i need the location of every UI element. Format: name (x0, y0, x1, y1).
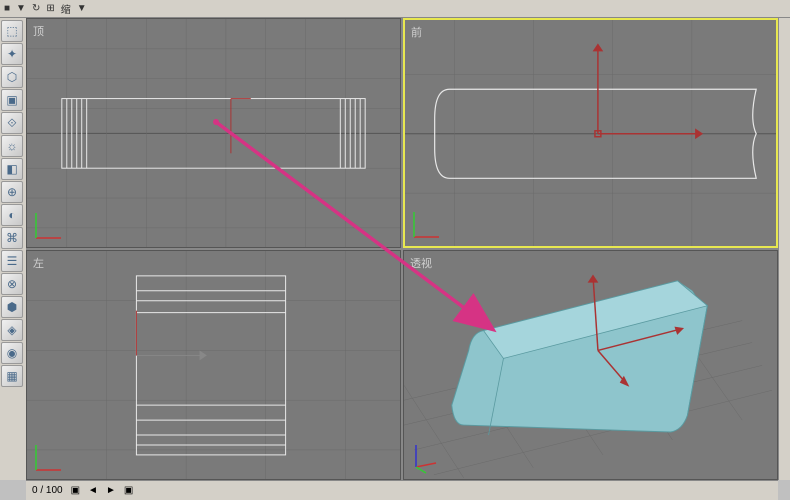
tool-helper-icon[interactable]: ⊕ (1, 181, 23, 203)
viewport-label: 前 (411, 24, 422, 40)
viewport-top[interactable]: 顶 (26, 18, 401, 248)
viewport-front[interactable]: 前 (403, 18, 778, 248)
nav-last-icon[interactable]: ▣ (124, 485, 133, 496)
nav-next-icon[interactable]: ► (106, 485, 116, 496)
axis-indicator-icon (31, 435, 71, 475)
tool-misc3-icon[interactable]: ⬢ (1, 296, 23, 318)
tool-move-icon[interactable]: ✦ (1, 43, 23, 65)
toolbar-item[interactable]: ■ (4, 3, 10, 14)
axis-indicator-icon (409, 202, 449, 242)
status-bar: 0 / 100 ▣ ◄ ► ▣ (26, 480, 778, 500)
tool-systems-icon[interactable]: ⌘ (1, 227, 23, 249)
toolbar-item[interactable]: ▼ (77, 3, 87, 14)
tool-select-icon[interactable]: ⬚ (1, 20, 23, 42)
tool-misc5-icon[interactable]: ◉ (1, 342, 23, 364)
tool-palette: ⬚ ✦ ⬡ ▣ ⟐ ☼ ◧ ⊕ ◐ ⌘ ☰ ⊗ ⬢ ◈ ◉ ▦ (0, 18, 26, 480)
axis-indicator-icon (408, 435, 448, 475)
nav-prev-icon[interactable]: ◄ (88, 485, 98, 496)
frame-counter: 0 / 100 (32, 485, 63, 496)
tool-light-icon[interactable]: ☼ (1, 135, 23, 157)
tool-shape-icon[interactable]: ⟐ (1, 112, 23, 134)
tool-misc6-icon[interactable]: ▦ (1, 365, 23, 387)
viewport-label: 左 (33, 255, 44, 271)
tool-misc1-icon[interactable]: ☰ (1, 250, 23, 272)
viewport-content (405, 20, 776, 248)
tool-camera-icon[interactable]: ◧ (1, 158, 23, 180)
viewport-content (404, 251, 777, 480)
toolbar-item[interactable]: 缩 (61, 1, 71, 16)
nav-first-icon[interactable]: ▣ (71, 485, 80, 496)
viewport-label: 顶 (33, 23, 44, 39)
viewport-grid: 顶 (26, 18, 778, 480)
tool-scale-icon[interactable]: ▣ (1, 89, 23, 111)
viewport-content (27, 19, 400, 248)
viewport-perspective[interactable]: 透视 (403, 250, 778, 480)
viewport-left[interactable]: 左 (26, 250, 401, 480)
viewport-content (27, 251, 400, 480)
toolbar-item[interactable]: ▼ (16, 3, 26, 14)
tool-misc4-icon[interactable]: ◈ (1, 319, 23, 341)
tool-spacewarps-icon[interactable]: ◐ (1, 204, 23, 226)
main-toolbar: ■ ▼ ↻ ⊞ 缩 ▼ (0, 0, 790, 18)
toolbar-item[interactable]: ⊞ (46, 3, 54, 14)
viewport-label: 透视 (410, 255, 432, 271)
axis-indicator-icon (31, 203, 71, 243)
tool-rotate-icon[interactable]: ⬡ (1, 66, 23, 88)
right-panel (778, 18, 790, 480)
toolbar-item[interactable]: ↻ (32, 3, 40, 14)
tool-misc2-icon[interactable]: ⊗ (1, 273, 23, 295)
